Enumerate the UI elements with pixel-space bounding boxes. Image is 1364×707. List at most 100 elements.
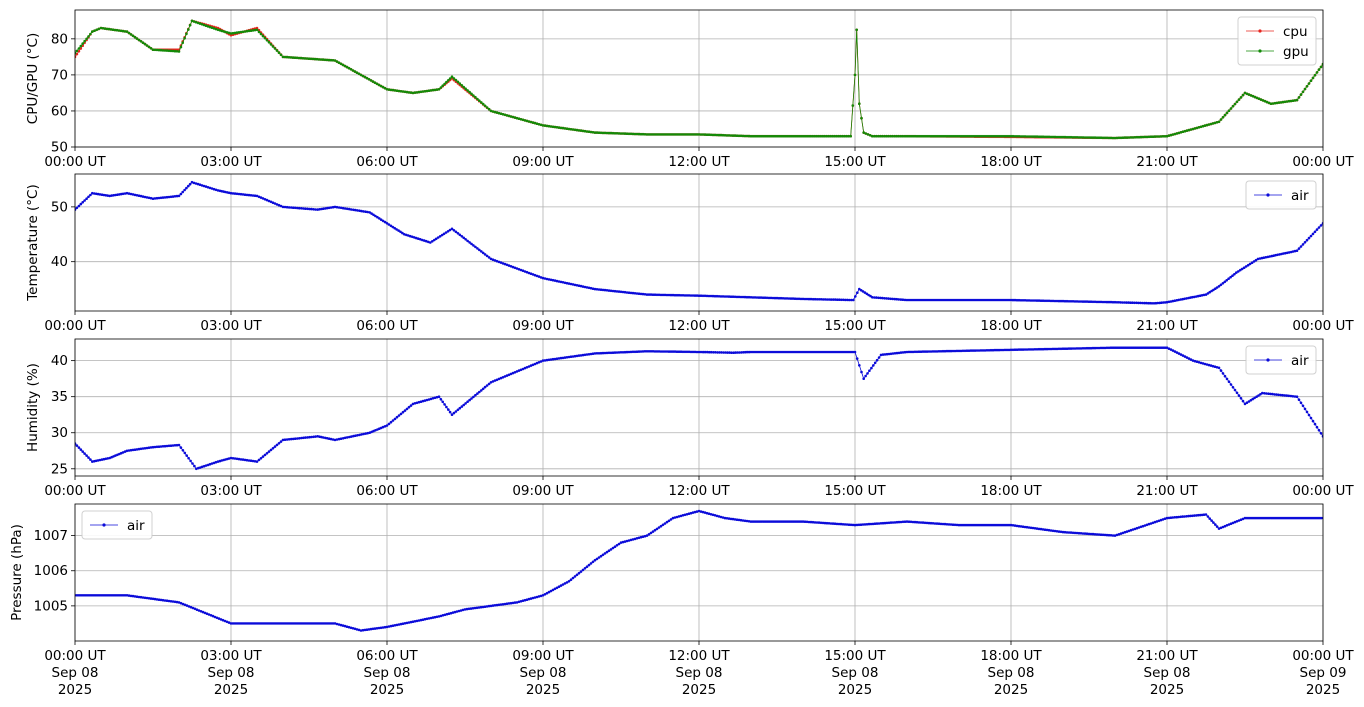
data-point [1035,299,1039,302]
data-point [395,228,398,231]
data-point [579,284,583,288]
data-point [206,186,210,189]
data-point [647,350,651,353]
data-point [1135,526,1139,530]
data-point [458,406,462,410]
data-point [839,350,843,354]
data-point [667,133,671,136]
data-point [1043,299,1047,303]
data-point [872,364,875,367]
data-point [167,444,171,448]
data-point [1135,301,1138,305]
data-point [881,353,885,356]
data-point [214,27,218,31]
data-point [119,594,123,597]
data-point [681,514,685,517]
data-point [247,622,251,625]
data-point [466,89,469,92]
data-point [811,297,815,301]
data-point [1033,135,1037,138]
data-point [1173,516,1177,519]
data-point [345,436,349,439]
data-point [1257,394,1260,397]
data-point [115,594,119,597]
data-point [259,32,263,36]
data-point [1204,293,1208,296]
data-point [659,350,663,353]
data-point [809,520,813,524]
data-point [611,546,615,550]
data-point [851,350,855,354]
data-point [647,133,651,136]
data-point [885,297,888,300]
x-tick-label: 06:00 UT [356,483,418,499]
data-point [859,523,863,526]
data-point [947,298,951,302]
data-point [1297,247,1301,250]
data-point [607,549,611,552]
data-point [771,520,775,523]
data-point [327,622,331,625]
data-point [1039,299,1043,303]
data-point [285,438,289,441]
data-point [1281,393,1284,397]
data-point [651,133,655,136]
data-point [314,208,317,211]
data-point [345,207,349,211]
data-point [845,134,848,138]
data-point [1233,388,1237,392]
data-point [261,455,265,458]
data-point [883,521,887,525]
data-point [821,350,825,354]
data-point [1277,516,1281,520]
data-point [1019,525,1023,528]
data-point [480,250,483,253]
data-point [1301,516,1305,520]
data-point [366,210,369,214]
data-point [159,196,163,200]
data-point [1065,299,1069,303]
data-point [714,351,717,354]
x-tick-label: 06:00 UT [356,648,418,664]
data-point [575,354,579,358]
data-point [823,298,827,301]
data-point [1069,300,1073,303]
data-point [1151,521,1155,525]
x-tick-label: 00:00 UT [1292,154,1354,170]
data-point [397,414,401,417]
data-point [291,206,295,209]
data-point [279,53,283,57]
data-point [1181,130,1185,133]
data-point [537,123,541,126]
data-point [443,613,447,617]
data-point [1085,136,1089,139]
data-point [981,523,985,527]
data-point [864,374,867,378]
data-point [713,514,717,517]
data-point [899,298,903,301]
data-point [583,285,587,289]
data-point [777,296,781,300]
data-point [525,119,529,123]
data-point [1105,300,1109,304]
data-point [217,617,221,620]
data-point [459,609,463,612]
data-point [705,294,709,298]
data-point [1229,383,1233,386]
data-point [487,107,491,111]
data-point [261,34,265,38]
data-point [557,585,561,588]
data-point [873,296,876,299]
data-point [887,297,890,300]
data-point [87,594,91,597]
legend-swatch-marker [1258,29,1262,33]
data-point [749,134,753,138]
data-point [691,133,695,136]
data-point [103,594,107,597]
data-point [1251,397,1254,401]
data-point [1121,301,1125,304]
data-point [651,293,655,297]
data-point [441,400,445,404]
data-point [695,294,699,297]
data-point [1117,533,1121,536]
